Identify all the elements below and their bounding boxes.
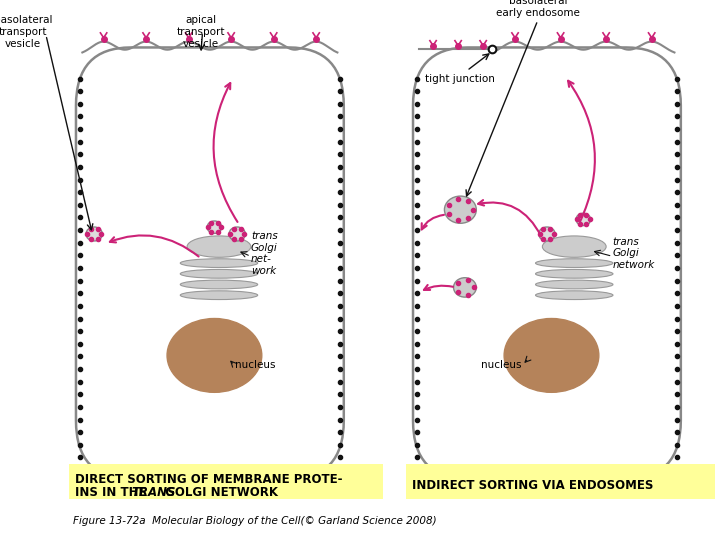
Text: nucleus: nucleus bbox=[235, 360, 276, 370]
Text: tight junction: tight junction bbox=[426, 73, 495, 84]
FancyBboxPatch shape bbox=[76, 48, 343, 479]
Ellipse shape bbox=[542, 236, 606, 257]
Ellipse shape bbox=[180, 259, 258, 267]
Text: GOLGI NETWORK: GOLGI NETWORK bbox=[161, 485, 278, 498]
Text: basolateral
early endosome: basolateral early endosome bbox=[496, 0, 580, 18]
Ellipse shape bbox=[536, 291, 613, 300]
Ellipse shape bbox=[86, 227, 102, 241]
Text: INS IN THE: INS IN THE bbox=[75, 485, 150, 498]
Text: Figure 13-72a  Molecular Biology of the Cell(© Garland Science 2008): Figure 13-72a Molecular Biology of the C… bbox=[73, 516, 437, 525]
Text: TRANS: TRANS bbox=[132, 485, 176, 498]
Ellipse shape bbox=[504, 319, 599, 393]
Text: INDIRECT SORTING VIA ENDOSOMES: INDIRECT SORTING VIA ENDOSOMES bbox=[412, 479, 654, 492]
Ellipse shape bbox=[167, 319, 262, 393]
Text: basolateral
transport
vesicle: basolateral transport vesicle bbox=[0, 16, 53, 49]
Ellipse shape bbox=[180, 269, 258, 278]
Ellipse shape bbox=[539, 227, 555, 241]
Ellipse shape bbox=[576, 213, 590, 226]
Ellipse shape bbox=[454, 278, 477, 297]
FancyBboxPatch shape bbox=[68, 464, 383, 499]
Text: DIRECT SORTING OF MEMBRANE PROTE-: DIRECT SORTING OF MEMBRANE PROTE- bbox=[75, 473, 343, 486]
Text: apical
transport
vesicle: apical transport vesicle bbox=[176, 16, 225, 49]
FancyBboxPatch shape bbox=[406, 464, 716, 499]
Ellipse shape bbox=[180, 291, 258, 300]
Text: trans
Golgi
net-
work: trans Golgi net- work bbox=[251, 231, 278, 276]
FancyBboxPatch shape bbox=[413, 48, 681, 479]
Ellipse shape bbox=[536, 269, 613, 278]
Ellipse shape bbox=[180, 280, 258, 289]
Ellipse shape bbox=[187, 236, 251, 257]
Ellipse shape bbox=[444, 196, 477, 224]
Text: trans
Golgi
network: trans Golgi network bbox=[613, 237, 654, 270]
Ellipse shape bbox=[536, 280, 613, 289]
Ellipse shape bbox=[229, 227, 246, 241]
Ellipse shape bbox=[207, 221, 222, 233]
Text: nucleus: nucleus bbox=[481, 360, 521, 370]
Ellipse shape bbox=[536, 259, 613, 267]
